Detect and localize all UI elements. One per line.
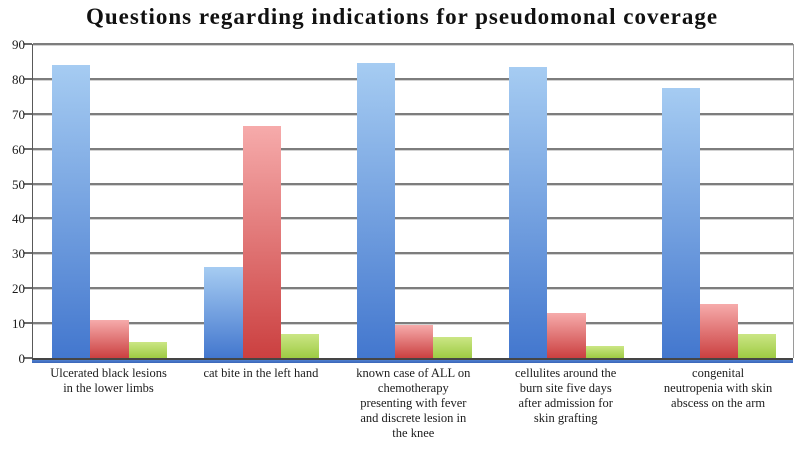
category-label-4: cellulites around the burn site five day… — [515, 366, 617, 425]
chart-title: Questions regarding indications for pseu… — [86, 4, 719, 29]
bar-series-2-red-group-5 — [699, 303, 739, 358]
bar-series-2-red-group-1 — [90, 319, 129, 358]
bar-series-3-green-group-2 — [280, 333, 320, 358]
y-axis-label-80: 80 — [12, 71, 25, 87]
y-axis-label-60: 60 — [12, 141, 25, 157]
bar-series-3-green-group-1 — [128, 341, 167, 358]
y-axis-label-90: 90 — [12, 37, 25, 52]
x-axis-line — [32, 358, 793, 360]
y-tick-30 — [24, 252, 32, 255]
bar-series-1-blue-group-1 — [52, 64, 91, 358]
category-label-2: cat bite in the left hand — [203, 366, 319, 380]
y-axis-label-70: 70 — [12, 106, 25, 122]
gridline-10 — [33, 322, 793, 325]
y-tick-50 — [24, 182, 32, 185]
bar-series-2-red-group-4 — [547, 312, 586, 358]
category-label-1: Ulcerated black lesions in the lower lim… — [50, 366, 167, 395]
gridline-90 — [33, 43, 793, 45]
bar-group-1 — [52, 64, 167, 358]
y-axis-label-10: 10 — [12, 316, 25, 332]
bar-group-5 — [661, 87, 777, 358]
bar-series-1-blue-group-2 — [204, 267, 243, 358]
bar-series-1-blue-group-4 — [509, 66, 548, 358]
gridline-30 — [33, 252, 793, 255]
y-tick-10 — [24, 322, 32, 325]
bar-group-3 — [356, 63, 472, 358]
y-tick-80 — [24, 77, 32, 80]
y-tick-60 — [24, 147, 32, 150]
bar-series-3-green-group-4 — [585, 345, 625, 358]
plot-area: 0 10 20 30 40 50 60 70 80 90 — [12, 38, 794, 365]
y-tick-20 — [24, 287, 32, 290]
gridline-50 — [33, 182, 793, 185]
y-axis-label-50: 50 — [12, 176, 25, 192]
category-label-3: known case of ALL on chemotherapy presen… — [356, 366, 471, 440]
bar-series-1-blue-group-5 — [661, 87, 700, 358]
bar-series-2-red-group-3 — [395, 324, 434, 358]
bar-group-4 — [509, 66, 625, 358]
bar-group-2 — [204, 126, 320, 358]
y-axis-label-30: 30 — [12, 246, 25, 262]
y-axis-label-40: 40 — [12, 211, 25, 227]
gridline-80 — [33, 77, 793, 80]
bar-series-3-green-group-5 — [738, 333, 777, 358]
y-tick-0 — [24, 357, 32, 359]
y-axis-label-20: 20 — [12, 281, 25, 297]
category-label-5: congenital neutropenia with skin abscess… — [663, 366, 773, 410]
gridline-60 — [33, 147, 793, 150]
baseline-strip — [32, 360, 793, 363]
gridline-70 — [33, 112, 793, 115]
y-tick-70 — [24, 112, 32, 115]
bar-series-1-blue-group-3 — [356, 63, 396, 358]
bar-series-3-green-group-3 — [433, 337, 472, 358]
y-tick-90 — [24, 43, 32, 45]
gridline-20 — [33, 287, 793, 290]
y-tick-40 — [24, 217, 32, 220]
gridline-40 — [33, 217, 793, 220]
bar-series-2-red-group-2 — [242, 126, 281, 358]
y-axis-label-0: 0 — [18, 351, 26, 366]
